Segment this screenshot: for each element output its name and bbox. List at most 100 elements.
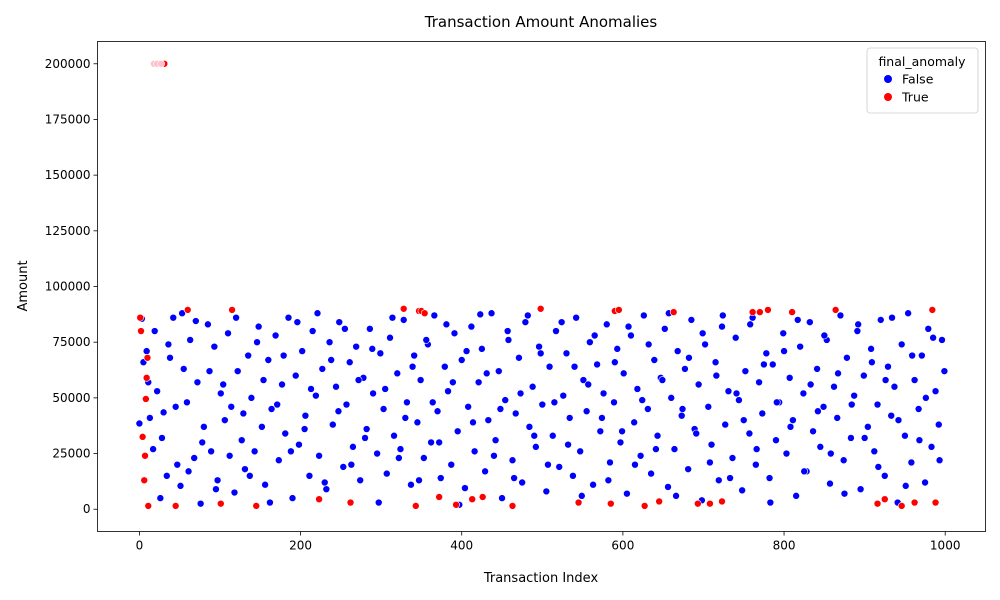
data-point-true-45 [880, 495, 889, 504]
data-point-false-98 [467, 322, 476, 331]
data-point-false-29 [233, 367, 242, 375]
data-point-false-333 [772, 398, 781, 407]
data-point-true-5 [142, 395, 150, 403]
data-point-false-349 [881, 376, 890, 384]
data-point-true-27 [508, 502, 517, 510]
data-point-true-28 [536, 304, 545, 313]
data-point-true-39 [748, 308, 757, 316]
data-point-false-196 [799, 389, 808, 398]
data-point-false-43 [281, 429, 290, 438]
data-point-false-356 [929, 333, 937, 342]
data-point-false-19 [200, 423, 208, 431]
x-tick-label-1: 200 [289, 539, 312, 553]
data-point-false-149 [640, 311, 648, 320]
data-point-true-35 [669, 308, 678, 316]
data-point-false-76 [393, 369, 402, 378]
data-point-false-160 [677, 411, 686, 420]
data-point-false-294 [510, 474, 518, 482]
data-point-false-213 [856, 485, 865, 493]
data-point-false-234 [927, 443, 936, 451]
data-point-false-176 [731, 333, 740, 342]
data-point-false-64 [352, 342, 360, 351]
data-point-false-22 [210, 342, 219, 351]
data-point-true-6 [142, 374, 151, 382]
data-point-true-13 [216, 499, 225, 508]
data-point-true-34 [655, 497, 663, 506]
data-point-false-12 [176, 482, 185, 490]
data-point-false-118 [535, 342, 543, 351]
data-point-false-130 [576, 447, 584, 456]
points-layer [135, 59, 949, 510]
data-point-false-305 [584, 380, 593, 389]
data-point-false-347 [868, 358, 876, 367]
data-point-false-17 [193, 378, 202, 387]
data-point-false-180 [745, 429, 754, 438]
data-point-false-313 [638, 396, 647, 404]
data-point-false-353 [908, 351, 916, 360]
data-point-true-22 [420, 309, 429, 318]
x-tick-label-3: 600 [611, 539, 634, 553]
data-point-false-242 [158, 434, 166, 442]
data-point-false-316 [658, 376, 667, 384]
data-point-false-21 [207, 447, 215, 456]
data-point-false-206 [833, 414, 842, 422]
data-point-false-209 [843, 353, 851, 362]
data-point-false-72 [379, 405, 388, 413]
data-point-false-75 [390, 431, 398, 440]
data-point-false-109 [504, 336, 513, 344]
data-point-false-90 [440, 362, 449, 371]
data-point-false-117 [532, 443, 540, 451]
x-tick-label-5: 1000 [930, 539, 961, 553]
data-point-false-215 [864, 423, 872, 431]
data-point-false-219 [876, 316, 885, 324]
data-point-false-315 [652, 445, 660, 453]
data-point-false-150 [644, 405, 652, 413]
data-point-false-191 [782, 449, 791, 458]
data-point-false-73 [382, 469, 391, 478]
data-point-false-268 [334, 407, 343, 416]
data-point-false-220 [880, 472, 889, 480]
y-axis-ticks: 0 25000 50000 75000 100000 125000 150000 175000… [45, 57, 98, 516]
data-point-false-170 [711, 358, 720, 367]
data-point-false-61 [342, 400, 351, 409]
data-point-false-158 [670, 445, 679, 453]
data-point-false-14 [183, 398, 191, 407]
data-point-false-162 [684, 465, 692, 473]
legend-entry-true: True [901, 90, 929, 105]
data-point-false-57 [328, 420, 337, 429]
data-point-false-257 [259, 376, 268, 384]
data-point-false-200 [813, 365, 821, 373]
data-point-false-9 [166, 353, 174, 362]
data-point-false-280 [415, 476, 423, 485]
data-point-false-352 [901, 482, 910, 490]
data-point-true-46 [897, 502, 906, 510]
data-point-false-244 [171, 402, 180, 411]
data-point-false-87 [430, 311, 439, 320]
data-point-true-18 [399, 304, 408, 313]
data-point-false-272 [361, 434, 369, 442]
data-point-false-218 [873, 400, 882, 409]
data-point-false-296 [523, 311, 532, 320]
data-point-false-253 [232, 313, 240, 322]
data-point-false-178 [738, 486, 746, 495]
data-point-true-29 [574, 498, 583, 507]
data-point-true-0 [136, 313, 145, 322]
data-point-false-277 [395, 454, 403, 462]
data-point-false-144 [623, 489, 631, 498]
data-point-false-137 [599, 389, 608, 398]
data-point-false-20 [204, 320, 212, 329]
data-point-false-99 [470, 447, 479, 456]
data-point-false-269 [341, 325, 349, 333]
data-point-true-17 [346, 498, 355, 507]
data-point-false-146 [630, 418, 638, 427]
data-point-false-177 [735, 396, 743, 404]
data-point-false-145 [627, 331, 635, 340]
data-point-false-116 [528, 382, 537, 391]
data-point-false-354 [915, 436, 924, 444]
data-point-false-259 [273, 400, 282, 409]
data-point-false-31 [241, 465, 249, 473]
data-point-true-32 [615, 306, 623, 314]
data-point-false-328 [739, 416, 748, 424]
data-point-false-93 [450, 329, 459, 338]
data-point-true-7 [143, 353, 152, 362]
